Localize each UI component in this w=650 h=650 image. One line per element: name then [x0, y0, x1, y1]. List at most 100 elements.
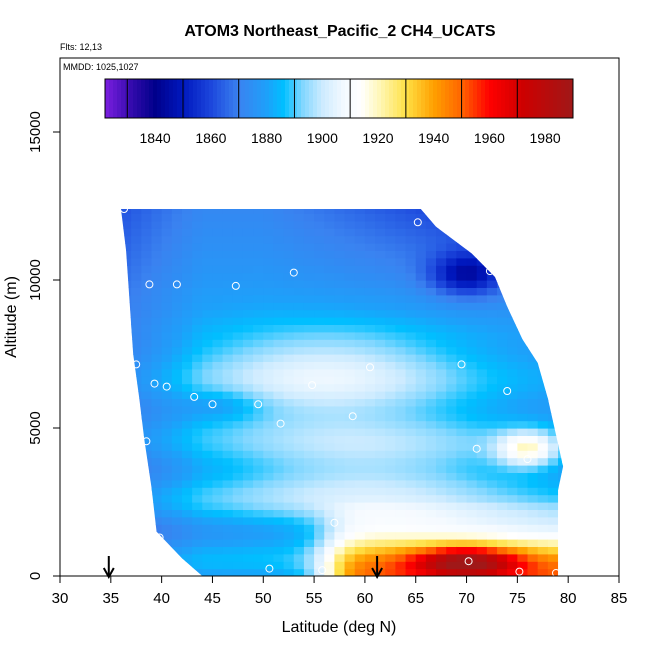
heatmap-cell: [507, 494, 518, 503]
heatmap-cell: [405, 568, 417, 576]
heatmap-cell: [364, 494, 376, 503]
heatmap-cell: [344, 383, 356, 392]
heatmap-cell: [375, 257, 386, 266]
heatmap-cell: [364, 317, 376, 325]
heatmap-cell: [334, 435, 346, 444]
heatmap-cell: [517, 250, 529, 259]
heatmap-cell: [436, 546, 447, 555]
heatmap-cell: [486, 287, 498, 296]
heatmap-cell: [314, 368, 325, 377]
heatmap-cell: [243, 199, 254, 207]
heatmap-cell: [425, 405, 437, 414]
heatmap-cell: [568, 287, 579, 295]
heatmap-cell: [324, 191, 335, 199]
heatmap-cell: [354, 331, 366, 340]
heatmap-cell: [486, 331, 498, 340]
heatmap-cell: [171, 509, 183, 518]
heatmap-cell: [324, 539, 336, 547]
heatmap-cell: [466, 220, 478, 229]
heatmap-cell: [232, 391, 244, 399]
heatmap-cell: [233, 199, 244, 207]
heatmap-cell: [334, 472, 346, 481]
heatmap-cell: [568, 310, 579, 318]
heatmap-cell: [263, 368, 275, 377]
heatmap-cell: [253, 516, 264, 525]
heatmap-cell: [528, 191, 539, 199]
heatmap-cell: [395, 502, 407, 510]
heatmap-cell: [517, 494, 529, 503]
heatmap-cell: [212, 487, 224, 496]
heatmap-cell: [344, 428, 356, 436]
heatmap-cell: [405, 428, 417, 436]
heatmap-cell: [181, 383, 193, 392]
heatmap-cell: [232, 317, 244, 325]
heatmap-cell: [354, 272, 366, 281]
heatmap-cell: [232, 405, 244, 414]
heatmap-cell: [364, 302, 376, 311]
heatmap-cell: [395, 435, 407, 444]
heatmap-cell: [151, 509, 163, 518]
heatmap-cell: [303, 479, 315, 488]
heatmap-cell: [141, 361, 153, 370]
heatmap-cell: [446, 213, 457, 222]
colorbar-segment: [513, 79, 518, 118]
heatmap-cell: [344, 472, 356, 481]
heatmap-cell: [344, 287, 356, 296]
heatmap-cell: [151, 213, 163, 222]
heatmap-cell: [192, 339, 203, 348]
heatmap-cell: [476, 346, 488, 355]
heatmap-cell: [446, 309, 457, 318]
heatmap-cell: [253, 213, 264, 222]
heatmap-cell: [537, 346, 549, 355]
heatmap-cell: [171, 479, 183, 488]
colorbar-segment: [425, 79, 430, 118]
heatmap-cell: [263, 213, 275, 222]
heatmap-cell: [242, 302, 254, 311]
colorbar-segment: [313, 79, 318, 118]
heatmap-cell: [436, 553, 447, 562]
heatmap-cell: [324, 346, 336, 355]
heatmap-cell: [405, 442, 417, 451]
heatmap-cell: [527, 509, 539, 518]
heatmap-cell: [497, 383, 508, 392]
heatmap-cell: [436, 191, 447, 199]
heatmap-cell: [364, 376, 376, 385]
heatmap-cell: [232, 516, 244, 525]
heatmap-cell: [324, 405, 336, 414]
heatmap-cell: [385, 553, 396, 562]
heatmap-cell: [120, 509, 122, 518]
heatmap-cell: [537, 524, 549, 533]
heatmap-cell: [303, 531, 315, 540]
heatmap-cell: [120, 405, 122, 414]
heatmap-cell: [364, 213, 376, 222]
heatmap-cell: [120, 413, 132, 422]
heatmap-cell: [395, 287, 407, 296]
heatmap-cell: [263, 539, 275, 547]
heatmap-cell: [222, 383, 234, 392]
heatmap-cell: [415, 228, 427, 237]
heatmap-cell: [222, 294, 234, 303]
heatmap-cell: [324, 435, 336, 444]
heatmap-cell: [131, 208, 142, 214]
heatmap-cell: [476, 428, 488, 436]
heatmap-cell: [141, 191, 152, 199]
heatmap-cell: [293, 420, 305, 429]
heatmap-cell: [375, 280, 386, 288]
heatmap-cell: [212, 250, 224, 259]
heatmap-cell: [232, 487, 244, 496]
heatmap-cell: [222, 487, 234, 496]
heatmap-cell: [354, 450, 366, 459]
heatmap-cell: [151, 191, 162, 199]
heatmap-cell: [283, 272, 295, 281]
heatmap-cell: [405, 324, 417, 333]
heatmap-cell: [151, 302, 163, 311]
heatmap-cell: [354, 317, 366, 325]
heatmap-cell: [507, 546, 518, 555]
heatmap-cell: [527, 546, 539, 555]
heatmap-cell: [131, 243, 142, 251]
heatmap-cell: [436, 368, 447, 377]
heatmap-cell: [497, 208, 508, 214]
heatmap-cell: [151, 368, 163, 377]
heatmap-cell: [202, 354, 214, 362]
heatmap-cell: [242, 450, 254, 459]
